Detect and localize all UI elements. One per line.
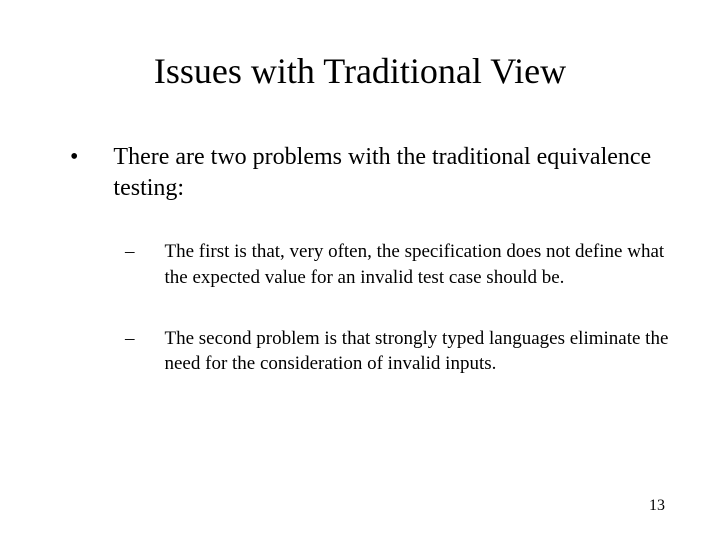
sub-bullet-marker: – <box>125 239 135 290</box>
sub-bullet-text: The first is that, very often, the speci… <box>165 239 671 290</box>
bullet-marker: • <box>70 142 78 204</box>
page-number: 13 <box>649 497 665 515</box>
main-bullet-text: There are two problems with the traditio… <box>113 142 670 204</box>
slide-title: Issues with Traditional View <box>50 50 670 92</box>
sub-bullet-marker: – <box>125 326 135 377</box>
sub-bullet-text: The second problem is that strongly type… <box>165 326 671 377</box>
slide-container: Issues with Traditional View • There are… <box>0 0 720 540</box>
sub-bullet-2: – The second problem is that strongly ty… <box>50 326 670 377</box>
main-bullet: • There are two problems with the tradit… <box>50 142 670 204</box>
sub-bullet-1: – The first is that, very often, the spe… <box>50 239 670 290</box>
